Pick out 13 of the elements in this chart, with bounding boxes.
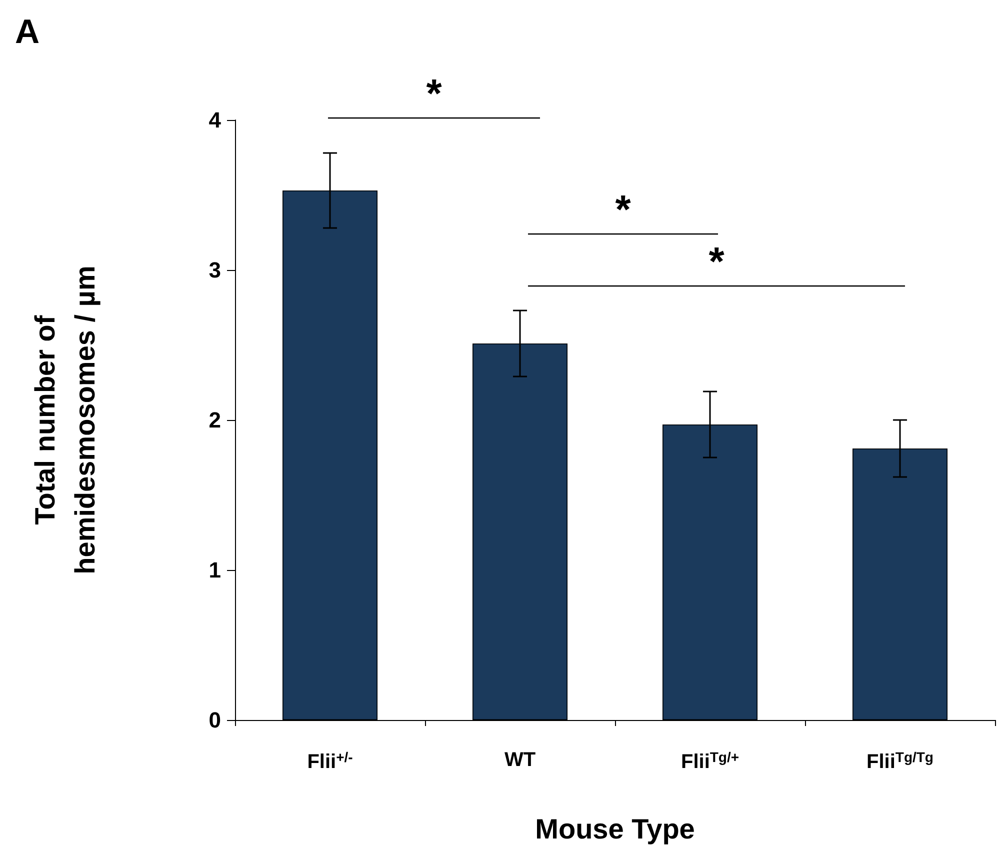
y-tick-label: 2 bbox=[208, 408, 221, 432]
y-axis-title: Total number of hemidesmosomes / µm bbox=[30, 266, 100, 574]
chart-title: A bbox=[15, 13, 40, 51]
x-tick-label: WT bbox=[504, 749, 536, 771]
y-tick-label: 1 bbox=[208, 558, 221, 582]
y-tick-label: 4 bbox=[208, 108, 222, 132]
annotation: * bbox=[615, 188, 632, 232]
y-tick-label: 3 bbox=[208, 258, 221, 282]
x-tick-label: Flii+/- bbox=[307, 749, 354, 773]
text: * bbox=[426, 72, 442, 116]
annotation: * bbox=[708, 240, 725, 284]
x-axis-title: Mouse Type bbox=[535, 814, 695, 844]
y-tick-label: 0 bbox=[208, 708, 221, 732]
